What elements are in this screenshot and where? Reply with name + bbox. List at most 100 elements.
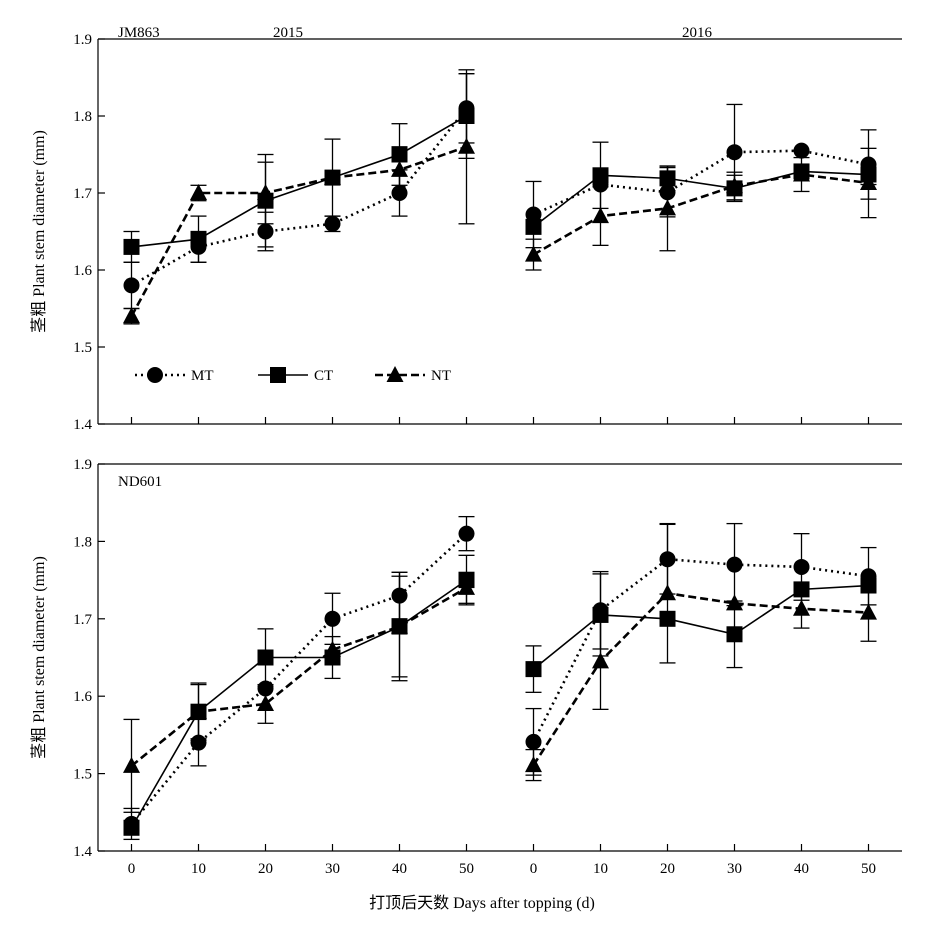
point-mt — [123, 277, 140, 294]
point-nt — [123, 756, 140, 773]
point-mt — [257, 680, 274, 697]
series-line-nt — [532, 591, 869, 766]
y-tick-label: 1.4 — [73, 417, 92, 433]
y-tick-label: 1.6 — [73, 689, 92, 705]
point-mt — [391, 185, 408, 201]
series-line-ct — [532, 584, 869, 670]
x-tick-label: 40 — [794, 861, 809, 877]
point-ct — [525, 218, 542, 235]
point-mt — [257, 223, 274, 240]
point-mt — [190, 734, 207, 751]
point-ct — [659, 170, 676, 187]
point-nt — [793, 599, 810, 616]
y-tick-label: 1.9 — [73, 32, 92, 48]
point-nt — [257, 184, 274, 200]
point-ct — [190, 231, 207, 248]
series-line-ct — [131, 115, 467, 248]
y-tick-label: 1.7 — [73, 612, 92, 628]
y-tick-label: 1.6 — [73, 263, 92, 279]
point-nt — [659, 199, 676, 216]
legend-label-nt: NT — [431, 368, 451, 384]
point-ct — [123, 819, 140, 836]
point-ct — [123, 238, 140, 255]
point-mt — [391, 587, 408, 604]
series-line-mt — [130, 107, 468, 287]
legend-label-mt: MT — [191, 368, 214, 384]
series-line-mt — [532, 557, 869, 743]
point-nt — [726, 177, 743, 194]
point-mt — [726, 144, 743, 161]
x-tick-label: 20 — [660, 861, 675, 877]
legend-marker-nt — [386, 366, 404, 382]
x-tick-label: 10 — [191, 861, 206, 877]
point-nt — [458, 578, 475, 595]
point-mt — [726, 556, 743, 573]
panel-4 — [525, 522, 877, 782]
y-tick-label: 1.8 — [73, 109, 92, 125]
point-nt — [592, 207, 609, 224]
year-label: 2016 — [682, 25, 713, 41]
legend-marker-mt — [147, 367, 163, 383]
y-axis-title: 茎粗 Plant stem diameter (mm) — [30, 130, 48, 333]
point-ct — [257, 649, 274, 666]
y-tick-label: 1.9 — [73, 457, 92, 473]
x-tick-label: 50 — [459, 861, 474, 877]
point-nt — [525, 245, 542, 262]
x-axis-title: 打顶后天数 Days after topping (d) — [369, 894, 595, 912]
x-tick-label: 50 — [861, 861, 876, 877]
y-tick-label: 1.4 — [73, 844, 92, 860]
y-axis-title: 茎粗 Plant stem diameter (mm) — [30, 556, 48, 759]
point-ct — [793, 581, 810, 598]
point-nt — [324, 168, 341, 185]
series-line-mt — [532, 149, 869, 216]
x-tick-label: 0 — [530, 861, 538, 877]
x-tick-label: 20 — [258, 861, 273, 877]
point-ct — [659, 610, 676, 627]
point-mt — [324, 610, 341, 627]
axes-group: 1.4 1.5 1.6 1.7 1.8 1.9 茎粗 Plant stem diameter… — [30, 32, 902, 912]
point-mt — [793, 558, 810, 575]
point-ct — [592, 167, 609, 184]
point-nt — [525, 756, 542, 773]
point-nt — [257, 694, 274, 711]
point-ct — [525, 661, 542, 678]
point-nt — [860, 173, 877, 190]
point-nt — [592, 652, 609, 669]
point-nt — [190, 702, 207, 719]
point-ct — [592, 606, 609, 623]
point-mt — [659, 184, 676, 201]
y-tick-label: 1.5 — [73, 340, 92, 356]
point-ct — [391, 146, 408, 163]
point-nt — [391, 617, 408, 634]
cultivar-label: JM863 — [118, 25, 160, 41]
series-line-mt — [130, 532, 468, 825]
legend-label-ct: CT — [314, 368, 333, 384]
x-tick-label: 30 — [325, 861, 340, 877]
point-ct — [860, 577, 877, 594]
point-mt — [525, 733, 542, 750]
panel-1 — [123, 69, 475, 325]
x-tick-label: 40 — [392, 861, 407, 877]
y-tick-label: 1.8 — [73, 534, 92, 550]
y-tick-label: 1.5 — [73, 767, 92, 783]
point-ct — [458, 108, 475, 124]
series-line-ct — [533, 170, 869, 228]
x-tick-label: 30 — [727, 861, 742, 877]
point-mt — [458, 525, 475, 542]
cultivar-label: ND601 — [118, 474, 162, 490]
point-mt — [659, 551, 676, 568]
point-nt — [123, 307, 140, 324]
panel-2 — [525, 103, 877, 271]
point-ct — [726, 626, 743, 643]
point-nt — [793, 165, 810, 182]
point-nt — [860, 603, 877, 620]
point-mt — [525, 206, 542, 223]
panel-3 — [123, 515, 475, 841]
point-mt — [324, 215, 341, 232]
point-nt — [659, 584, 676, 601]
legend: MT CT NT — [135, 366, 451, 384]
point-nt — [458, 137, 475, 154]
x-tick-label: 10 — [593, 861, 608, 877]
